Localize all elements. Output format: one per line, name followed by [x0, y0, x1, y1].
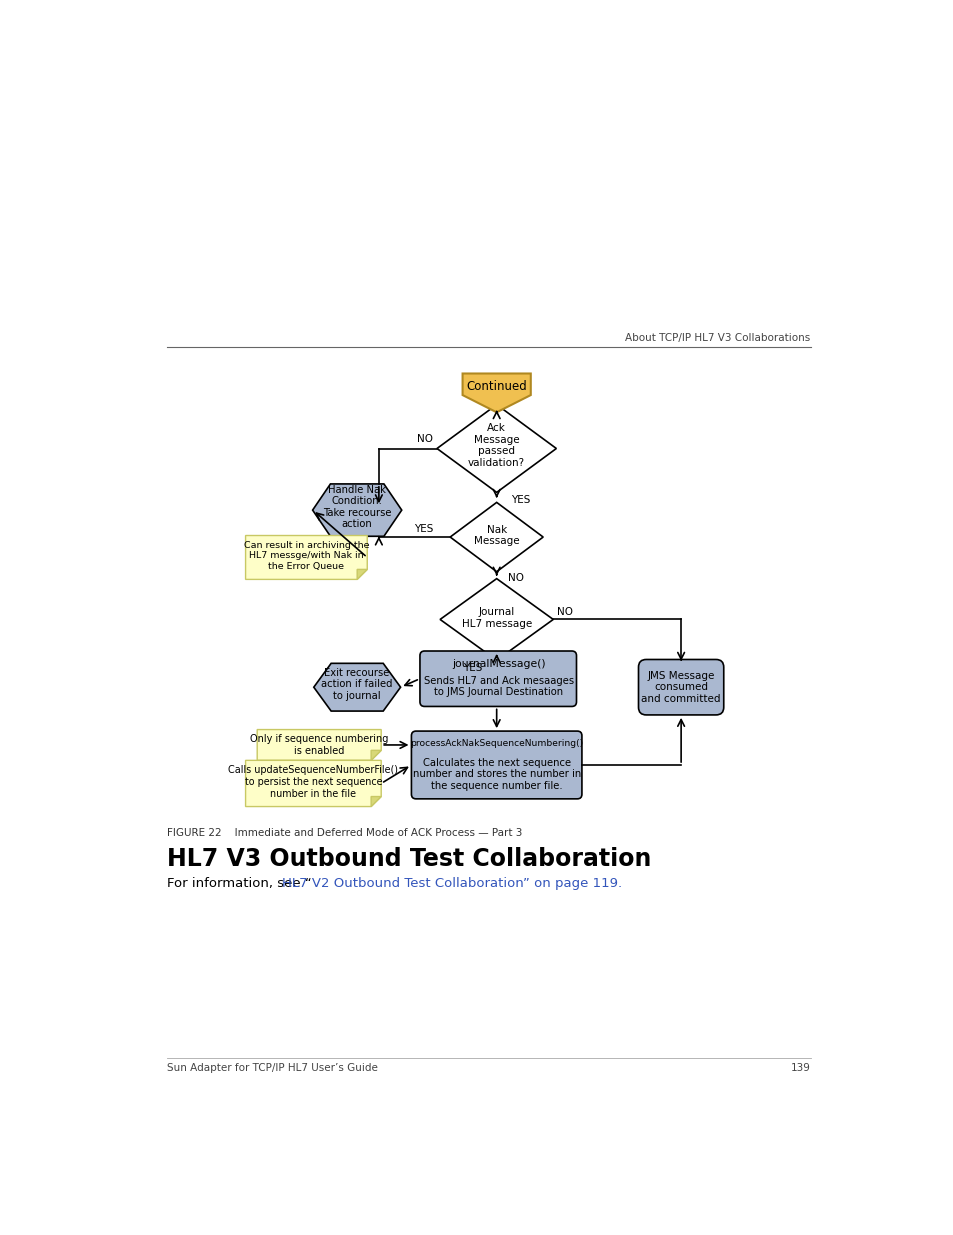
- Text: Can result in archiving the
HL7 messge/with Nak in
the Error Queue: Can result in archiving the HL7 messge/w…: [243, 541, 369, 571]
- Polygon shape: [356, 569, 367, 579]
- Polygon shape: [245, 536, 367, 579]
- Polygon shape: [436, 405, 556, 493]
- Text: Journal
HL7 message: Journal HL7 message: [461, 608, 531, 629]
- Text: FIGURE 22    Immediate and Deferred Mode of ACK Process — Part 3: FIGURE 22 Immediate and Deferred Mode of…: [167, 829, 522, 839]
- Text: YES: YES: [510, 495, 530, 505]
- Polygon shape: [245, 761, 381, 806]
- Polygon shape: [439, 579, 553, 661]
- Polygon shape: [462, 373, 530, 412]
- FancyBboxPatch shape: [411, 731, 581, 799]
- Text: YES: YES: [463, 663, 482, 673]
- Text: NO: NO: [507, 573, 523, 583]
- FancyBboxPatch shape: [638, 659, 723, 715]
- Text: HL7 V3 Outbound Test Collaboration: HL7 V3 Outbound Test Collaboration: [167, 847, 651, 872]
- Text: NO: NO: [557, 606, 573, 616]
- Text: Ack
Message
passed
validation?: Ack Message passed validation?: [468, 424, 525, 468]
- Text: Exit recourse
action if failed
to journal: Exit recourse action if failed to journa…: [321, 668, 393, 700]
- Text: journalMessage(): journalMessage(): [452, 659, 545, 669]
- Text: Continued: Continued: [466, 380, 526, 394]
- Text: Sends HL7 and Ack mesaages
to JMS Journal Destination: Sends HL7 and Ack mesaages to JMS Journa…: [423, 676, 574, 698]
- Text: Only if sequence numbering
is enabled: Only if sequence numbering is enabled: [250, 734, 388, 756]
- Text: Nak
Message: Nak Message: [474, 525, 519, 546]
- Text: processAckNakSequenceNumbering(): processAckNakSequenceNumbering(): [410, 739, 582, 748]
- Text: HL7 V2 Outbound Test Collaboration” on page 119.: HL7 V2 Outbound Test Collaboration” on p…: [282, 877, 621, 889]
- Polygon shape: [313, 484, 401, 536]
- Text: Handle Nak
Condition.
Take recourse
action: Handle Nak Condition. Take recourse acti…: [322, 484, 391, 530]
- Text: 139: 139: [790, 1062, 810, 1072]
- Polygon shape: [314, 663, 400, 711]
- Text: NO: NO: [416, 435, 433, 445]
- Text: Sun Adapter for TCP/IP HL7 User’s Guide: Sun Adapter for TCP/IP HL7 User’s Guide: [167, 1062, 377, 1072]
- Text: Calculates the next sequence
number and stores the number in
the sequence number: Calculates the next sequence number and …: [412, 757, 580, 790]
- Polygon shape: [257, 730, 381, 761]
- FancyBboxPatch shape: [419, 651, 576, 706]
- Polygon shape: [371, 751, 381, 761]
- Polygon shape: [450, 503, 542, 572]
- Text: YES: YES: [414, 525, 433, 535]
- Text: For information, see “: For information, see “: [167, 877, 312, 889]
- Text: JMS Message
consumed
and committed: JMS Message consumed and committed: [640, 671, 720, 704]
- Text: About TCP/IP HL7 V3 Collaborations: About TCP/IP HL7 V3 Collaborations: [624, 332, 810, 342]
- Text: Calls updateSequenceNumberFile()
to persist the next sequence
number in the file: Calls updateSequenceNumberFile() to pers…: [228, 766, 398, 799]
- Polygon shape: [371, 797, 381, 806]
